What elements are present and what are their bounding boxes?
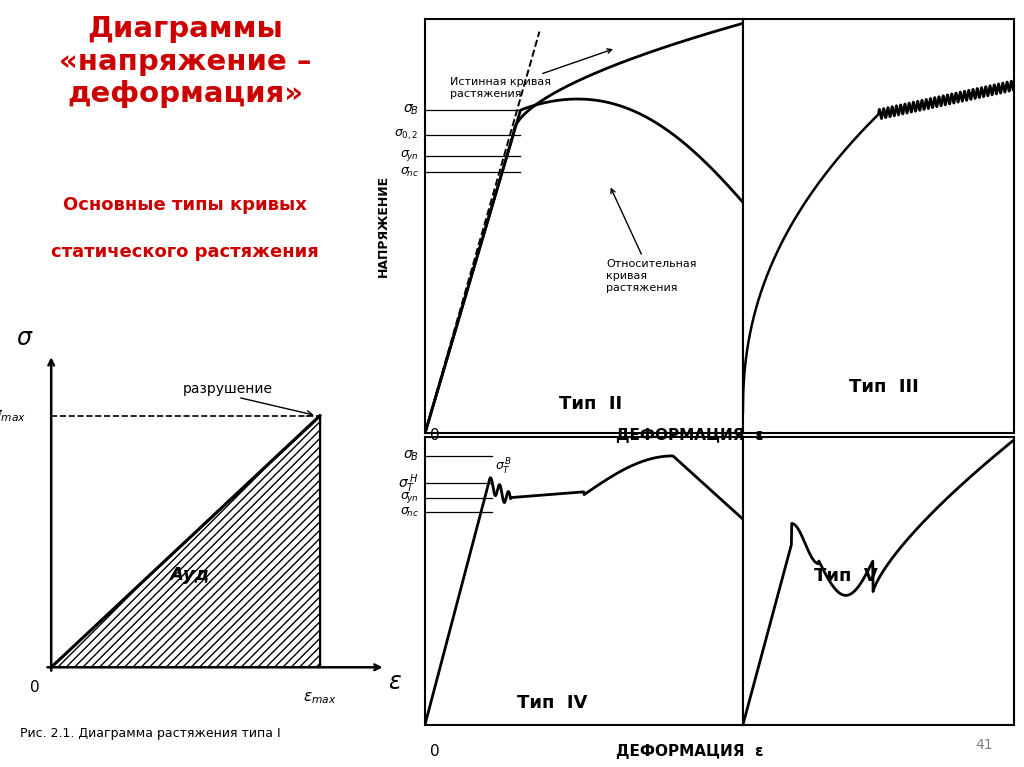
Text: $\sigma_{0,2}$: $\sigma_{0,2}$ <box>394 128 419 143</box>
Text: $\sigma_{\!B}$: $\sigma_{\!B}$ <box>403 449 419 463</box>
Text: НАПРЯЖЕНИЕ: НАПРЯЖЕНИЕ <box>377 175 390 278</box>
Text: Тип  V: Тип V <box>814 567 878 585</box>
Text: разрушение: разрушение <box>182 382 272 396</box>
Text: $\varepsilon$: $\varepsilon$ <box>388 670 402 694</box>
Text: 0: 0 <box>30 680 40 695</box>
Text: $\sigma_{\!B}$: $\sigma_{\!B}$ <box>403 103 419 117</box>
Text: 41: 41 <box>976 738 993 752</box>
Text: $\sigma_{max}$: $\sigma_{max}$ <box>0 408 26 423</box>
Text: 0: 0 <box>430 744 439 759</box>
Text: Относительная
кривая
растяжения: Относительная кривая растяжения <box>606 189 696 292</box>
Text: 0: 0 <box>430 428 439 443</box>
Text: $\sigma_{\!yn}$: $\sigma_{\!yn}$ <box>400 148 419 163</box>
Text: ДЕФОРМАЦИЯ  ε: ДЕФОРМАЦИЯ ε <box>616 744 764 759</box>
Text: Aуд: Aуд <box>169 566 209 584</box>
Text: $\sigma_{\!nc}$: $\sigma_{\!nc}$ <box>399 505 419 518</box>
Text: статического растяжения: статического растяжения <box>51 242 319 261</box>
Text: $\sigma_{\!nc}$: $\sigma_{\!nc}$ <box>399 166 419 179</box>
Text: Тип  II: Тип II <box>559 394 622 413</box>
Text: $\sigma_T^{\,B}$: $\sigma_T^{\,B}$ <box>495 457 512 477</box>
Text: ДЕФОРМАЦИЯ  ε: ДЕФОРМАЦИЯ ε <box>616 428 764 443</box>
Text: Основные типы кривых: Основные типы кривых <box>63 196 307 214</box>
Polygon shape <box>51 416 319 667</box>
Text: $\sigma$: $\sigma$ <box>16 326 34 351</box>
Text: $\varepsilon_{max}$: $\varepsilon_{max}$ <box>303 690 337 706</box>
Text: Истинная кривая
растяжения: Истинная кривая растяжения <box>451 49 611 99</box>
Text: $\sigma_T^{\,H}$: $\sigma_T^{\,H}$ <box>398 472 419 495</box>
Text: Тип  III: Тип III <box>849 378 919 396</box>
Text: Рис. 2.1. Диаграмма растяжения типа I: Рис. 2.1. Диаграмма растяжения типа I <box>20 727 282 740</box>
Text: Диаграммы
«напряжение –
деформация»: Диаграммы «напряжение – деформация» <box>59 15 311 108</box>
Text: Тип  IV: Тип IV <box>517 693 588 712</box>
Text: $\sigma_{\!yn}$: $\sigma_{\!yn}$ <box>400 490 419 505</box>
